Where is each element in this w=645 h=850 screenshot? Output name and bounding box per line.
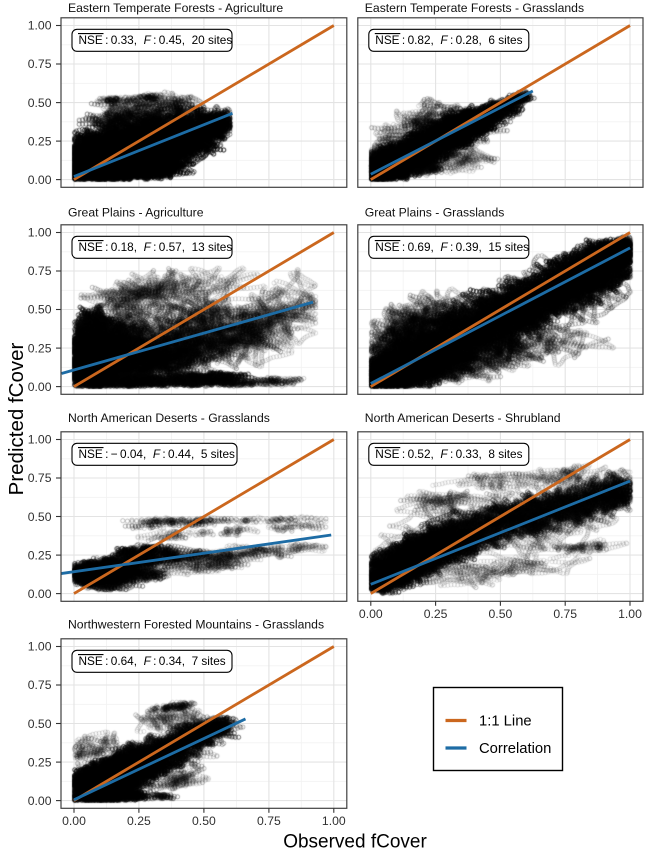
svg-text:0.00: 0.00: [28, 587, 52, 601]
svg-text:NSE : − 0.04, F : 0.44, 5 si: NSE : − 0.04, F : 0.44, 5 sites: [79, 447, 236, 461]
svg-text:0.00: 0.00: [359, 607, 383, 621]
svg-text:Eastern Temperate Forests - Ag: Eastern Temperate Forests - Agriculture: [68, 1, 283, 15]
svg-text:1.00: 1.00: [28, 433, 52, 447]
svg-text:0.75: 0.75: [257, 814, 281, 828]
svg-text:0.25: 0.25: [424, 607, 448, 621]
svg-text:NSE : 0.52, F : 0.33, 8 site: NSE : 0.52, F : 0.33, 8 sites: [375, 447, 522, 461]
svg-text:Predicted fCover: Predicted fCover: [5, 342, 28, 495]
svg-text:0.50: 0.50: [192, 814, 216, 828]
svg-text:0.50: 0.50: [28, 510, 52, 524]
svg-text:0.25: 0.25: [28, 755, 52, 769]
svg-text:North American Deserts - Grass: North American Deserts - Grasslands: [68, 411, 270, 425]
svg-text:Northwestern Forested Mountain: Northwestern Forested Mountains - Grassl…: [68, 618, 324, 632]
svg-text:0.50: 0.50: [28, 96, 52, 110]
svg-text:0.25: 0.25: [28, 341, 52, 355]
svg-text:0.75: 0.75: [28, 264, 52, 278]
svg-text:Great Plains - Agriculture: Great Plains - Agriculture: [68, 206, 204, 220]
svg-text:1.00: 1.00: [28, 226, 52, 240]
svg-text:1.00: 1.00: [322, 814, 346, 828]
svg-text:0.25: 0.25: [28, 548, 52, 562]
svg-text:0.00: 0.00: [28, 173, 52, 187]
svg-text:NSE : 0.82, F : 0.28, 6 site: NSE : 0.82, F : 0.28, 6 sites: [375, 33, 522, 47]
svg-text:0.50: 0.50: [28, 303, 52, 317]
svg-text:North American Deserts - Shrub: North American Deserts - Shrubland: [365, 411, 561, 425]
svg-text:1.00: 1.00: [28, 640, 52, 654]
svg-text:NSE : 0.33, F : 0.45, 20 sit: NSE : 0.33, F : 0.45, 20 sites: [79, 33, 233, 47]
svg-text:1.00: 1.00: [618, 607, 642, 621]
svg-text:0.25: 0.25: [28, 134, 52, 148]
svg-text:NSE : 0.18, F : 0.57, 13 sit: NSE : 0.18, F : 0.57, 13 sites: [79, 240, 233, 254]
svg-text:0.00: 0.00: [28, 794, 52, 808]
svg-text:1.00: 1.00: [28, 19, 52, 33]
svg-text:Eastern Temperate Forests - Gr: Eastern Temperate Forests - Grasslands: [365, 1, 584, 15]
svg-text:NSE : 0.64, F : 0.34, 7 site: NSE : 0.64, F : 0.34, 7 sites: [79, 654, 226, 668]
svg-text:0.75: 0.75: [28, 471, 52, 485]
svg-text:0.25: 0.25: [127, 814, 151, 828]
svg-text:0.50: 0.50: [28, 717, 52, 731]
svg-text:Observed fCover: Observed fCover: [283, 832, 427, 850]
svg-text:0.00: 0.00: [28, 380, 52, 394]
svg-text:0.75: 0.75: [28, 57, 52, 71]
svg-text:0.75: 0.75: [553, 607, 577, 621]
svg-text:NSE : 0.69, F : 0.39, 15 sit: NSE : 0.69, F : 0.39, 15 sites: [375, 240, 529, 254]
svg-text:1:1 Line: 1:1 Line: [479, 714, 532, 730]
svg-text:Correlation: Correlation: [479, 741, 551, 757]
svg-text:Great Plains - Grasslands: Great Plains - Grasslands: [365, 206, 505, 220]
svg-text:0.75: 0.75: [28, 678, 52, 692]
svg-text:0.00: 0.00: [62, 814, 86, 828]
svg-text:0.50: 0.50: [489, 607, 513, 621]
